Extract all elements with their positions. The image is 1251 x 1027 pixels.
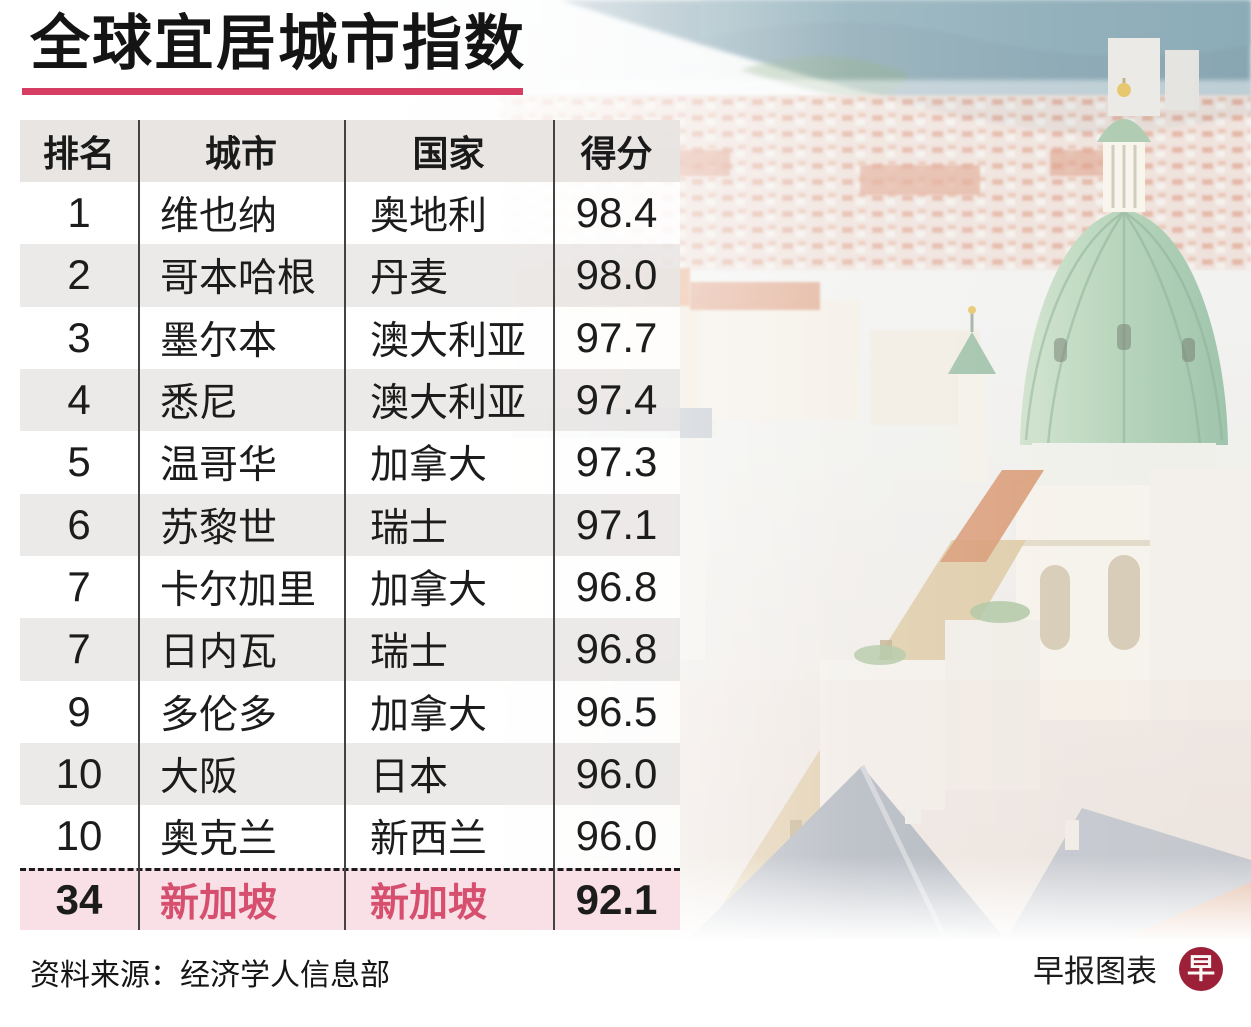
score-cell: 96.0 bbox=[575, 750, 658, 798]
country-cell: 日本 bbox=[370, 756, 449, 800]
rank-cell: 3 bbox=[67, 313, 91, 361]
table-row: 4 悉尼 澳大利亚 97.4 bbox=[20, 368, 680, 432]
score-cell: 92.1 bbox=[575, 876, 658, 924]
table-row: 9 多伦多 加拿大 96.5 bbox=[20, 680, 680, 743]
city-cell: 大阪 bbox=[160, 756, 239, 800]
zaobao-logo-character: 早 bbox=[1186, 952, 1215, 984]
country-cell: 澳大利亚 bbox=[370, 319, 527, 363]
table-row: 6 苏黎世 瑞士 97.1 bbox=[20, 493, 680, 556]
table-row: 1 维也纳 奥地利 98.4 bbox=[20, 182, 680, 245]
country-cell: 瑞士 bbox=[370, 631, 449, 675]
ranking-table: 排名 城市 国家 得分 1 维也纳 奥地利 98.4 2 哥本哈根 丹麦 98.… bbox=[20, 120, 680, 930]
table-row: 3 墨尔本 澳大利亚 97.7 bbox=[20, 306, 680, 369]
city-cell: 日内瓦 bbox=[160, 631, 278, 675]
rank-cell: 9 bbox=[67, 687, 91, 735]
country-cell: 加拿大 bbox=[370, 693, 488, 737]
city-cell: 温哥华 bbox=[160, 444, 278, 488]
score-cell: 97.4 bbox=[575, 376, 658, 424]
score-cell: 97.3 bbox=[575, 438, 658, 486]
column-divider-1 bbox=[138, 120, 140, 930]
country-cell: 新西兰 bbox=[370, 818, 488, 862]
city-cell: 奥克兰 bbox=[160, 818, 278, 862]
city-cell: 悉尼 bbox=[160, 382, 239, 426]
header-score: 得分 bbox=[580, 133, 653, 174]
source-note: 资料来源：经济学人信息部 bbox=[30, 959, 390, 992]
credit-label: 早报图表 bbox=[1033, 954, 1157, 989]
city-cell: 新加坡 bbox=[160, 882, 278, 926]
score-cell: 97.7 bbox=[575, 313, 658, 361]
country-cell: 加拿大 bbox=[370, 444, 488, 488]
rank-cell: 4 bbox=[67, 376, 91, 424]
table-body: 1 维也纳 奥地利 98.4 2 哥本哈根 丹麦 98.0 3 墨尔本 澳大利亚… bbox=[20, 182, 680, 930]
city-cell: 苏黎世 bbox=[160, 506, 278, 550]
title-underline-accent bbox=[22, 88, 523, 95]
city-cell: 维也纳 bbox=[160, 195, 278, 239]
table-row: 7 日内瓦 瑞士 96.8 bbox=[20, 618, 680, 681]
table-row: 34 新加坡 新加坡 92.1 bbox=[20, 867, 680, 930]
country-cell: 丹麦 bbox=[370, 257, 449, 301]
score-cell: 98.4 bbox=[575, 189, 658, 237]
score-cell: 96.8 bbox=[575, 563, 658, 611]
country-cell: 奥地利 bbox=[370, 195, 488, 239]
country-cell: 新加坡 bbox=[370, 882, 488, 926]
table-row: 10 大阪 日本 96.0 bbox=[20, 742, 680, 806]
rank-cell: 7 bbox=[67, 563, 91, 611]
city-cell: 墨尔本 bbox=[160, 319, 278, 363]
rank-cell: 10 bbox=[55, 750, 103, 798]
score-cell: 98.0 bbox=[575, 251, 658, 299]
country-cell: 加拿大 bbox=[370, 569, 488, 613]
score-cell: 96.8 bbox=[575, 625, 658, 673]
rank-cell: 6 bbox=[67, 500, 91, 548]
score-cell: 96.5 bbox=[575, 687, 658, 735]
column-divider-2 bbox=[344, 120, 346, 930]
city-cell: 多伦多 bbox=[160, 693, 278, 737]
header-rank: 排名 bbox=[42, 133, 115, 174]
country-cell: 瑞士 bbox=[370, 506, 449, 550]
credit: 早报图表 早 bbox=[1033, 946, 1223, 991]
header-city: 城市 bbox=[204, 133, 277, 174]
rank-cell: 10 bbox=[55, 812, 103, 860]
city-cell: 哥本哈根 bbox=[160, 257, 317, 301]
header-country: 国家 bbox=[412, 133, 485, 174]
rank-cell: 34 bbox=[55, 876, 103, 924]
score-cell: 97.1 bbox=[575, 500, 658, 548]
table-row: 5 温哥华 加拿大 97.3 bbox=[20, 431, 680, 494]
city-cell: 卡尔加里 bbox=[160, 569, 317, 613]
table-row: 2 哥本哈根 丹麦 98.0 bbox=[20, 244, 680, 307]
column-divider-3 bbox=[553, 120, 555, 930]
country-cell: 澳大利亚 bbox=[370, 382, 527, 426]
rank-cell: 7 bbox=[67, 625, 91, 673]
table-header-row: 排名 城市 国家 得分 bbox=[20, 120, 680, 182]
table-row: 7 卡尔加里 加拿大 96.8 bbox=[20, 555, 680, 619]
rank-cell: 1 bbox=[67, 189, 91, 237]
rank-cell: 5 bbox=[67, 438, 91, 486]
page-title: 全球宜居城市指数 bbox=[30, 10, 526, 77]
table-row: 10 奥克兰 新西兰 96.0 bbox=[20, 805, 680, 868]
rank-cell: 2 bbox=[67, 251, 91, 299]
score-cell: 96.0 bbox=[575, 812, 658, 860]
zaobao-logo: 早 bbox=[1179, 946, 1223, 991]
